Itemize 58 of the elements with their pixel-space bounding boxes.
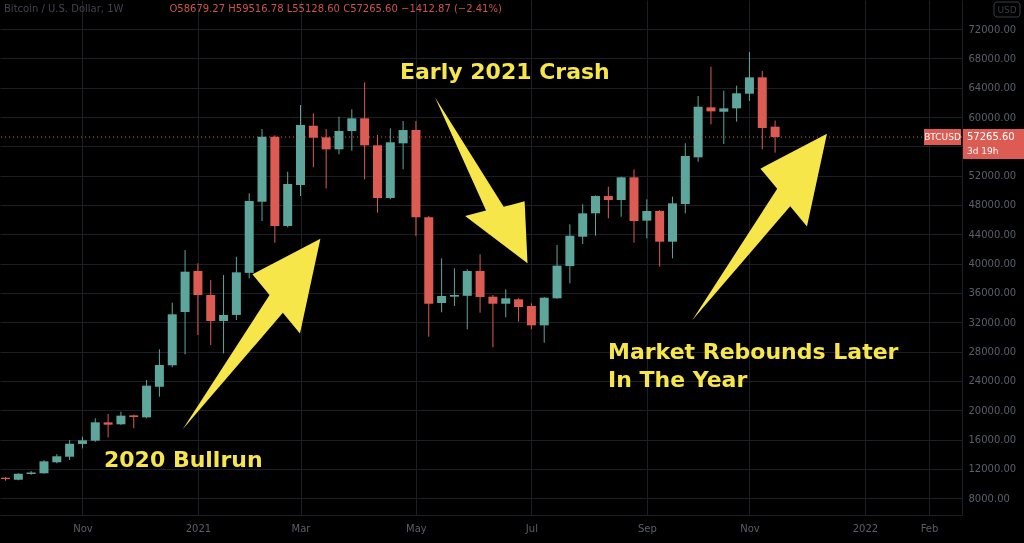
y-tick-label: 8000.00 [968,492,1010,504]
candlestick [603,186,613,219]
candlestick [347,108,357,152]
candlestick [616,176,626,218]
y-tick-label: 12000.00 [968,463,1017,475]
annotation: Market Rebounds Later In The Year [608,339,899,392]
x-tick-label: Nov [740,522,760,534]
candlestick [65,439,75,461]
annotation: 2020 Bullrun [104,447,263,472]
candlestick [488,294,498,348]
y-tick-label: 64000.00 [968,82,1017,94]
candlestick [501,288,511,318]
y-tick-label: 32000.00 [968,316,1017,328]
y-tick-label: 48000.00 [968,199,1017,211]
candlestick [103,413,113,438]
ref-line-label: BTCUSD [924,132,961,143]
x-tick-label: Mar [291,522,312,534]
y-tick-label: 28000.00 [968,346,1017,358]
candlestick [398,120,408,170]
candlestick [449,267,459,307]
candlestick [193,262,203,336]
candlestick [591,194,601,237]
chart-title: Bitcoin / U.S. Dollar, 1W [4,3,124,14]
x-tick-label: 2022 [852,522,879,534]
candlestick [514,297,524,323]
candlestick [642,198,652,239]
x-tick-label: Sep [637,522,657,534]
x-tick-label: Feb [920,522,939,534]
annotation: Early 2021 Crash [400,59,610,84]
x-tick-label: Nov [73,522,93,534]
candlestick [706,66,716,125]
y-tick-label: 36000.00 [968,287,1017,299]
candlestick [154,348,164,398]
y-tick-label: 68000.00 [968,52,1017,64]
x-tick-label: 2021 [185,522,212,534]
y-tick-label: 40000.00 [968,258,1017,270]
candlestick [578,203,588,245]
y-tick-label: 72000.00 [968,23,1017,35]
candlestick [744,51,754,102]
y-tick-label: 60000.00 [968,111,1017,123]
candlestick [732,85,742,123]
candlestick [219,274,229,354]
chart-subtitle: O58679.27 H59516.78 L55128.60 C57265.60 −1412.87 (−2.41%) [169,3,502,14]
y-tick-label: 44000.00 [968,228,1017,240]
x-tick-label: Jul [524,522,538,534]
candlestick [90,417,100,443]
text: 3d 19h [967,146,999,157]
x-tick-label: May [406,522,427,534]
y-tick-label: 24000.00 [968,375,1017,387]
y-tick-label: 20000.00 [968,404,1017,416]
text: USD [997,5,1017,15]
candlestick [437,257,447,313]
y-tick-label: 16000.00 [968,434,1017,446]
y-tick-label: 52000.00 [968,170,1017,182]
candlestick [719,90,729,145]
candlestick [526,302,536,330]
candlestick [334,116,344,155]
text: 57265.60 [967,131,1015,143]
